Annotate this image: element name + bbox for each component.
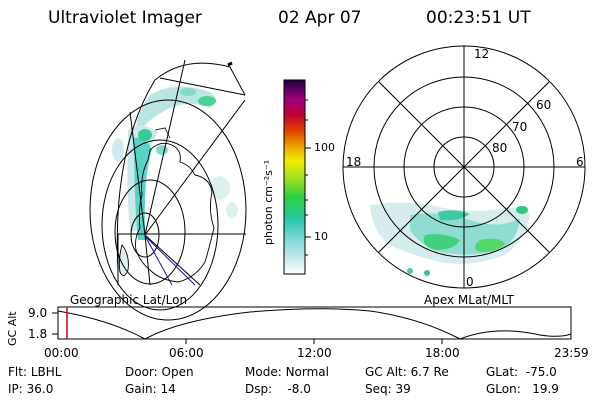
mlt-label-6: 6 xyxy=(576,155,584,169)
colorbar-tick-10: 10 xyxy=(314,230,328,243)
instrument-title: Ultraviolet Imager xyxy=(48,8,202,28)
geographic-map-label: Geographic Lat/Lon xyxy=(70,293,188,307)
colorbar-unit-label: photon cm⁻²s⁻¹ xyxy=(262,159,275,245)
orbit-xtick-4: 23:59 xyxy=(554,346,589,360)
status-door: Door: Open xyxy=(125,365,194,379)
status-glon: GLon: 19.9 xyxy=(486,382,559,396)
orbit-altitude-plot xyxy=(52,306,572,344)
status-gain: Gain: 14 xyxy=(125,382,176,396)
mlat-label-80: 80 xyxy=(492,141,508,155)
apex-map-label: Apex MLat/MLT xyxy=(424,293,514,307)
status-glat: GLat: -75.0 xyxy=(486,365,557,379)
time-label: 00:23:51 UT xyxy=(426,8,531,28)
status-mode: Mode: Normal xyxy=(245,365,329,379)
mlt-label-12: 12 xyxy=(474,47,490,61)
date-label: 02 Apr 07 xyxy=(278,8,362,28)
mlat-label-60: 60 xyxy=(536,98,552,112)
orbit-ytick-top: 9.0 xyxy=(28,306,48,320)
status-ip: IP: 36.0 xyxy=(8,382,54,396)
orbit-xtick-1: 06:00 xyxy=(169,346,204,360)
orbit-ytick-bottom: 1.8 xyxy=(28,327,48,341)
status-seq: Seq: 39 xyxy=(365,382,411,396)
status-gc-alt: GC Alt: 6.7 Re xyxy=(365,365,449,379)
orbit-xtick-0: 00:00 xyxy=(44,346,79,360)
mlat-label-70: 70 xyxy=(512,120,528,134)
mlt-label-18: 18 xyxy=(346,155,362,169)
mlt-label-0: 0 xyxy=(466,275,474,289)
status-dsp: Dsp: -8.0 xyxy=(245,382,311,396)
orbit-xtick-3: 18:00 xyxy=(425,346,460,360)
status-flt: Flt: LBHL xyxy=(8,365,62,379)
colorbar xyxy=(283,79,311,275)
orbit-xtick-2: 12:00 xyxy=(297,346,332,360)
geographic-map xyxy=(89,59,247,321)
colorbar-tick-100: 100 xyxy=(314,141,335,154)
aurora-emission-left xyxy=(112,86,238,274)
polar-map xyxy=(342,45,586,289)
orbit-ylabel: GC Alt xyxy=(6,311,19,346)
aurora-emission-right xyxy=(370,202,530,276)
